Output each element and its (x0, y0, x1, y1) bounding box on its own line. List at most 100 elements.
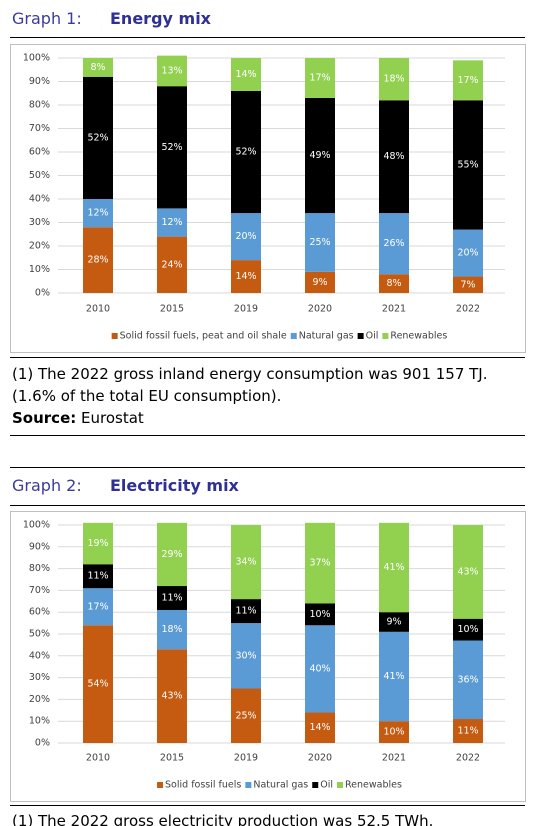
y-tick-label: 100% (23, 520, 50, 531)
source-label: Source: (12, 409, 77, 427)
value-label: 12% (87, 208, 108, 219)
value-label: 17% (457, 75, 478, 86)
legend-swatch (290, 333, 297, 339)
bar-segment (157, 610, 187, 650)
value-label: 11% (87, 571, 108, 582)
value-label: 8% (386, 278, 401, 289)
bar-segment (305, 58, 335, 98)
bar-segment (83, 227, 113, 293)
bar-segment (453, 100, 483, 230)
y-tick-label: 50% (29, 170, 50, 181)
y-tick-label: 90% (29, 76, 50, 87)
y-tick-label: 0% (35, 738, 50, 749)
rule (10, 357, 525, 358)
bar-segment (83, 564, 113, 589)
legend-swatch (157, 782, 164, 788)
legend-label: Natural gas (299, 331, 354, 342)
value-label: 7% (460, 279, 475, 290)
y-tick-label: 40% (29, 194, 50, 205)
bar-segment (379, 631, 409, 722)
bar-segment (231, 90, 261, 214)
value-label: 20% (457, 248, 478, 259)
y-tick-label: 60% (29, 147, 50, 158)
value-label: 11% (457, 726, 478, 737)
y-tick-label: 80% (29, 100, 50, 111)
value-label: 14% (235, 69, 256, 80)
bar-segment (453, 618, 483, 641)
value-label: 49% (309, 150, 330, 161)
rule (10, 505, 525, 506)
bar-segment (157, 586, 187, 611)
notes: (1) The 2022 gross electricity productio… (12, 810, 433, 826)
value-label: 9% (312, 277, 327, 288)
chart: 0% 10% 20% 30% 40% 50% 60% 70% 80% 90% 100% 2010 54%… (10, 511, 526, 802)
value-label: 43% (161, 691, 182, 702)
value-label: 52% (87, 132, 108, 143)
bar-segment (379, 100, 409, 214)
bar-segment (453, 276, 483, 293)
y-tick-label: 30% (29, 672, 50, 683)
legend-swatch (111, 333, 118, 339)
bar-segment (305, 522, 335, 604)
bar-segment (157, 236, 187, 293)
graph-title: Energy mix (110, 9, 211, 28)
bar-segment (231, 58, 261, 91)
value-label: 40% (309, 663, 330, 674)
x-tick-label: 2020 (308, 304, 332, 315)
y-tick-label: 60% (29, 607, 50, 618)
source-line: Source: Eurostat (12, 407, 488, 429)
chart-frame (10, 511, 526, 802)
x-tick-label: 2015 (160, 304, 184, 315)
x-tick-label: 2021 (382, 304, 406, 315)
graph-title: Electricity mix (110, 476, 239, 495)
legend-label: Natural gas (253, 780, 308, 791)
x-tick-label: 2010 (86, 304, 110, 315)
bar-segment (83, 522, 113, 565)
value-label: 48% (383, 151, 404, 162)
y-tick-label: 90% (29, 541, 50, 552)
bar-segment (231, 260, 261, 293)
bar-segment (379, 213, 409, 275)
value-label: 24% (161, 259, 182, 270)
value-label: 52% (161, 142, 182, 153)
bar-segment (157, 522, 187, 587)
legend-swatch (245, 782, 252, 788)
x-tick-label: 2019 (234, 304, 258, 315)
value-label: 10% (457, 624, 478, 635)
value-label: 25% (235, 710, 256, 721)
legend-label: Solid fossil fuels, peat and oil shale (120, 331, 287, 342)
legend-swatch (312, 782, 319, 788)
rule (10, 467, 525, 468)
bar-segment (305, 603, 335, 626)
value-label: 28% (87, 255, 108, 266)
bar-segment (231, 599, 261, 624)
value-label: 20% (235, 231, 256, 242)
bar-segment (231, 623, 261, 689)
bar-segment (453, 229, 483, 277)
value-label: 37% (309, 558, 330, 569)
x-tick-label: 2020 (308, 753, 332, 764)
y-tick-label: 70% (29, 585, 50, 596)
legend-label: Oil (366, 331, 379, 342)
notes: (1) The 2022 gross inland energy consump… (12, 363, 488, 429)
chart-frame (10, 44, 526, 353)
bar-segment (231, 525, 261, 600)
value-label: 30% (235, 650, 256, 661)
x-tick-label: 2021 (382, 753, 406, 764)
bar-segment (231, 213, 261, 261)
legend-label: Oil (320, 780, 333, 791)
value-label: 41% (383, 562, 404, 573)
legend-swatch (357, 333, 364, 339)
bar-segment (453, 640, 483, 720)
value-label: 10% (383, 727, 404, 738)
bar-segment (305, 625, 335, 713)
value-label: 54% (87, 679, 108, 690)
note: (1) The 2022 gross electricity productio… (12, 812, 434, 826)
bar-segment (83, 199, 113, 228)
x-tick-label: 2019 (234, 753, 258, 764)
value-label: 11% (161, 593, 182, 604)
value-label: 8% (90, 62, 105, 73)
bar-segment (83, 588, 113, 626)
bar-segment (305, 712, 335, 743)
